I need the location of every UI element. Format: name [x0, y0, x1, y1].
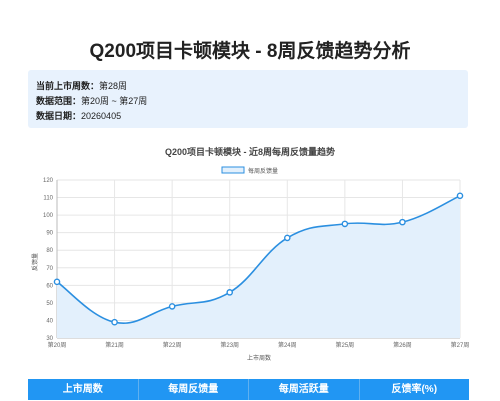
data-point-5[interactable] — [283, 234, 291, 242]
chart-container: Q200项目卡顿模块 - 近8周每周反馈量趋势 每周反馈量 30 40 50 60 70… — [0, 138, 500, 370]
y-tick-label: 40 — [46, 318, 53, 324]
table-header-week[interactable]: 上市周数 — [28, 379, 139, 400]
series-points — [53, 192, 464, 326]
series-area — [57, 195, 460, 338]
y-tick-label: 80 — [46, 248, 53, 254]
data-point-7[interactable] — [399, 218, 406, 226]
data-point-8[interactable] — [456, 192, 464, 200]
data-table-header: 上市周数 每周反馈量 每周活跃量 反馈率(%) — [28, 379, 469, 400]
data-point-3[interactable] — [168, 303, 176, 310]
x-tick-label: 第24周 — [278, 341, 297, 349]
x-axis-ticks: 第20周 第21周 第22周 第23周 第24周 第25周 第26周 第27周 — [48, 341, 470, 349]
data-point-2[interactable] — [111, 318, 118, 326]
data-point-4[interactable] — [226, 289, 234, 296]
y-tick-label: 90 — [46, 231, 53, 237]
data-point-6[interactable] — [341, 220, 349, 228]
y-tick-label: 120 — [43, 178, 54, 184]
info-data-date: 数据日期：20260405 — [36, 111, 122, 121]
y-tick-label: 110 — [43, 196, 53, 202]
y-axis-ticks: 30 40 50 60 70 80 90 100 110 120 — [43, 178, 54, 342]
x-tick-label: 第21周 — [105, 341, 124, 349]
series-line — [56, 195, 461, 324]
x-tick-label: 第20周 — [48, 341, 67, 349]
trend-chart: Q200项目卡顿模块 - 近8周每周反馈量趋势 每周反馈量 30 40 50 60 70… — [31, 146, 470, 362]
info-data-range: 数据范围：第20周 ~ 第27周 — [36, 96, 148, 106]
page-title: Q200项目卡顿模块 - 8周反馈趋势分析 — [89, 41, 411, 62]
x-tick-label: 第23周 — [220, 341, 239, 349]
x-tick-label: 第22周 — [163, 341, 182, 349]
table-header-feedback[interactable]: 每周反馈量 — [139, 379, 249, 400]
legend-label: 每周反馈量 — [248, 167, 278, 175]
table-header-rate[interactable]: 反馈率(%) — [391, 384, 438, 395]
y-tick-label: 30 — [46, 336, 53, 342]
data-point-1[interactable] — [53, 278, 61, 286]
x-tick-label: 第25周 — [336, 341, 355, 349]
table-header-active[interactable]: 每周活跃量 — [249, 379, 360, 400]
y-tick-label: 70 — [46, 266, 53, 272]
info-box: 当前上市周数：第28周 数据范围：第20周 ~ 第27周 数据日期：202604… — [28, 70, 468, 128]
y-tick-label: 60 — [46, 283, 53, 289]
x-tick-label: 第27周 — [451, 341, 470, 349]
y-axis-label: 反馈量 — [31, 253, 39, 271]
y-tick-label: 100 — [43, 213, 54, 219]
y-tick-label: 50 — [46, 301, 53, 307]
x-tick-label: 第26周 — [393, 341, 412, 349]
x-axis-label: 上市周数 — [247, 354, 271, 362]
legend-swatch — [221, 166, 245, 174]
chart-title: Q200项目卡顿模块 - 近8周每周反馈量趋势 — [165, 146, 335, 157]
info-current-week: 当前上市周数：第28周 — [36, 81, 128, 91]
